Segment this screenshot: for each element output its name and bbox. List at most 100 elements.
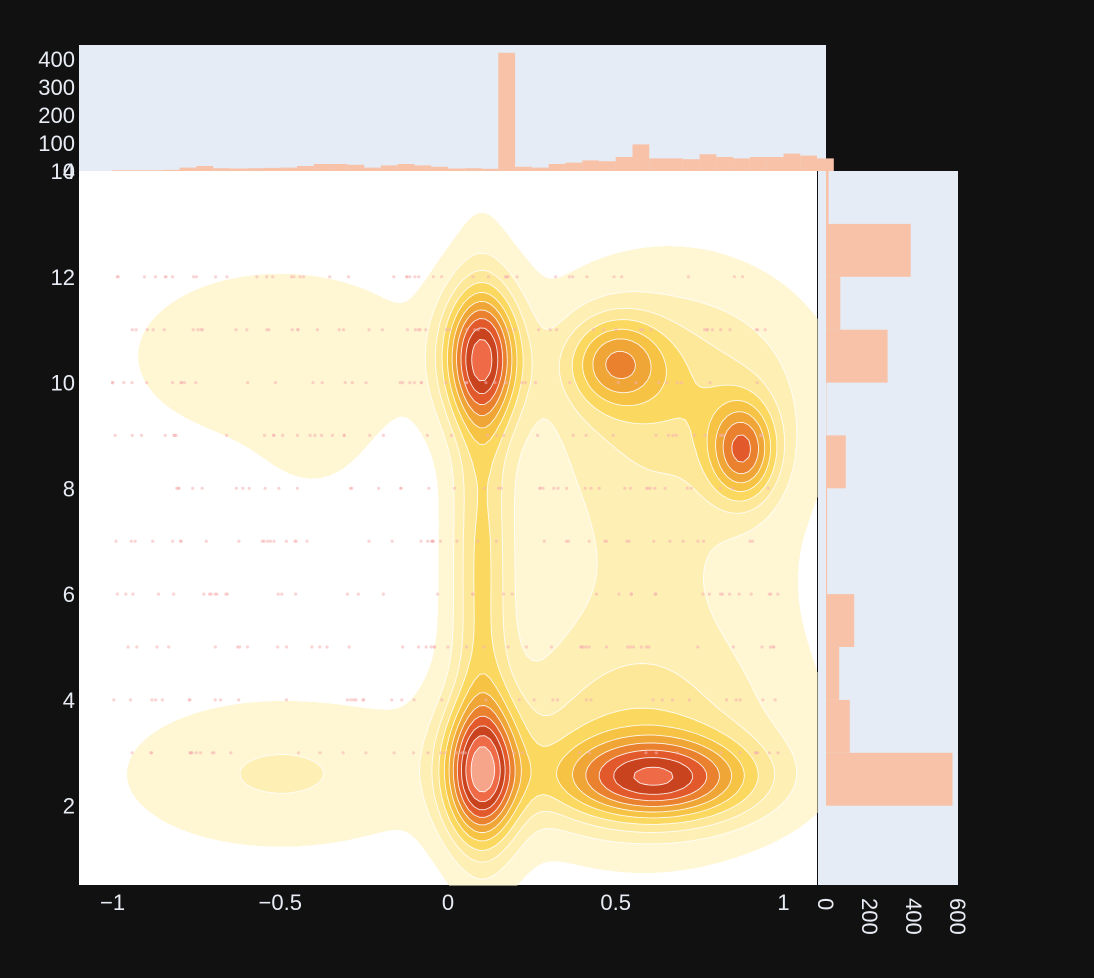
scatter-point [675, 751, 679, 755]
scatter-point [113, 433, 117, 437]
scatter-point [290, 328, 294, 332]
scatter-point [177, 486, 181, 490]
scatter-point [707, 592, 712, 596]
scatter-point [180, 381, 184, 385]
scatter-point [754, 751, 759, 755]
x-marginal-tick-label: 300 [38, 75, 75, 100]
scatter-point [262, 539, 266, 543]
scatter-point [767, 751, 772, 755]
scatter-point [605, 539, 609, 543]
scatter-point [510, 592, 514, 596]
scatter-point [280, 592, 284, 596]
scatter-point [675, 381, 679, 385]
scatter-point [408, 381, 412, 385]
scatter-point [272, 433, 276, 437]
y-histogram-bar [826, 488, 828, 542]
x-histogram-bar [766, 157, 784, 171]
scatter-point [342, 433, 346, 437]
x-histogram-bar [481, 168, 499, 171]
scatter-point [629, 645, 633, 649]
scatter-point [674, 433, 678, 437]
scatter-point [350, 486, 354, 490]
x-axis-ticks: −1 −0.5 0 0.5 1 [100, 890, 790, 915]
scatter-point [124, 592, 128, 596]
scatter-point [499, 486, 503, 490]
scatter-point [130, 751, 134, 755]
x-histogram-bar [431, 166, 448, 171]
scatter-point [155, 645, 159, 649]
y-marginal-tick-label: 0 [813, 898, 838, 910]
scatter-point [696, 645, 700, 649]
scatter-point [295, 433, 299, 437]
x-histogram-bar [246, 168, 264, 171]
scatter-point [347, 645, 351, 649]
x-marginal-panel: 0 100 200 300 400 [38, 45, 834, 184]
scatter-point [668, 539, 672, 543]
scatter-point [294, 592, 298, 596]
scatter-point [398, 381, 402, 385]
scatter-point [584, 698, 588, 702]
scatter-point [620, 275, 624, 279]
scatter-point [564, 539, 569, 543]
scatter-point [191, 486, 195, 490]
scatter-point [412, 698, 416, 702]
scatter-point [247, 486, 251, 490]
scatter-point [551, 698, 555, 702]
scatter-point [337, 328, 341, 332]
scatter-point [447, 328, 452, 332]
scatter-point [734, 698, 738, 702]
y-histogram-bar [826, 329, 888, 383]
y-histogram-bar [826, 276, 841, 330]
scatter-point [255, 275, 259, 279]
scatter-point [128, 698, 133, 702]
scatter-point [194, 751, 198, 755]
scatter-point [298, 275, 302, 279]
x-tick-label: −1 [100, 890, 125, 915]
x-histogram-bar [347, 164, 365, 171]
scatter-point [524, 645, 528, 649]
x-histogram-bar [666, 158, 683, 171]
scatter-point [225, 433, 229, 437]
scatter-point [266, 539, 270, 543]
scatter-point [263, 486, 267, 490]
y-histogram-bar [826, 699, 850, 753]
x-histogram-bar [297, 166, 314, 171]
scatter-point [568, 381, 572, 385]
scatter-point [405, 275, 409, 279]
scatter-point [639, 645, 643, 649]
scatter-point [426, 751, 430, 755]
scatter-point [719, 328, 723, 332]
scatter-point [440, 698, 444, 702]
scatter-point [114, 539, 118, 543]
scatter-point [439, 751, 443, 755]
scatter-point [687, 698, 692, 702]
scatter-point [142, 275, 147, 279]
scatter-point [710, 328, 715, 332]
x-marginal-tick-label: 200 [38, 103, 75, 128]
scatter-point [182, 381, 186, 385]
y-histogram-bar [826, 752, 953, 806]
scatter-point [482, 486, 486, 490]
scatter-point [724, 698, 729, 702]
scatter-point [644, 645, 649, 649]
scatter-points [111, 275, 780, 755]
x-histogram-bar [330, 164, 348, 171]
scatter-point [411, 751, 416, 755]
scatter-point [350, 381, 354, 385]
scatter-point [196, 328, 200, 332]
scatter-point [548, 328, 552, 332]
scatter-point [131, 592, 135, 596]
scatter-point [413, 328, 417, 332]
scatter-point [245, 645, 250, 649]
scatter-point [354, 698, 358, 702]
scatter-point [164, 275, 168, 279]
scatter-point [486, 275, 491, 279]
scatter-point [199, 328, 203, 332]
scatter-point [277, 486, 281, 490]
scatter-point [776, 751, 780, 755]
scatter-point [296, 328, 300, 332]
scatter-point [702, 539, 706, 543]
x-histogram-bar [783, 153, 801, 171]
scatter-point [515, 275, 519, 279]
